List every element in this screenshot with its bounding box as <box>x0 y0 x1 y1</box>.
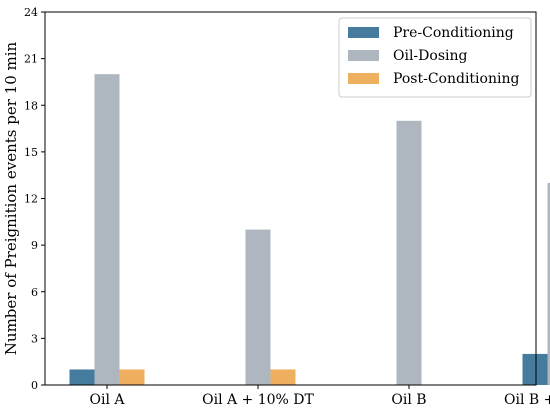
y-tick-label: 3 <box>31 332 38 345</box>
legend-swatch-post-conditioning <box>348 73 379 84</box>
legend: Pre-Conditioning Oil-Dosing Post-Condition… <box>338 17 532 98</box>
axes-layer: 0 3 6 9 12 15 18 21 24 Oil A Oil A + 10% DT Oil B Oi… <box>24 6 550 408</box>
bar-pre-conditioning-1 <box>69 369 95 385</box>
bar-oil-dosing-3 <box>396 120 422 386</box>
y-tick-label: 9 <box>31 239 38 252</box>
legend-label-pre-conditioning: Pre-Conditioning <box>393 25 514 41</box>
y-tick-label: 24 <box>24 6 38 19</box>
legend-box <box>338 17 532 98</box>
legend-swatch-oil-dosing <box>348 50 379 61</box>
bar-post-conditioning-2 <box>270 369 296 385</box>
y-tick-label: 0 <box>31 379 38 392</box>
y-tick-label: 15 <box>24 146 38 159</box>
legend-swatch-pre-conditioning <box>348 27 379 38</box>
y-tick-label: 21 <box>24 53 38 66</box>
x-tick-label: Oil A + 10% DT <box>202 392 314 408</box>
y-axis-label: Number of Preignition events per 10 min <box>2 41 20 355</box>
bar-oil-dosing-1 <box>94 74 120 386</box>
x-tick-label: Oil B <box>391 392 426 408</box>
legend-label-oil-dosing: Oil-Dosing <box>393 48 467 64</box>
x-tick-label: Oil A <box>90 392 126 408</box>
x-tick-label: Oil B + 10% DT <box>504 392 550 408</box>
bar-post-conditioning-1 <box>119 369 145 385</box>
bar-pre-conditioning-4 <box>522 353 548 385</box>
bars-layer <box>69 74 550 386</box>
y-tick-label: 6 <box>31 286 38 299</box>
bar-oil-dosing-2 <box>245 229 271 385</box>
legend-label-post-conditioning: Post-Conditioning <box>393 71 519 87</box>
y-tick-label: 18 <box>24 99 38 112</box>
y-tick-label: 12 <box>24 193 38 206</box>
bar-oil-dosing-4 <box>547 182 550 385</box>
